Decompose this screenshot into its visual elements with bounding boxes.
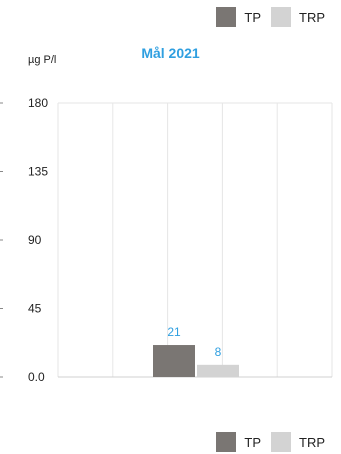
- data-label-tp: 21: [167, 325, 181, 339]
- legend-bottom-swatch-tp: [216, 432, 237, 452]
- y-tick-label: 135: [28, 165, 48, 179]
- data-label-trp: 8: [215, 345, 222, 359]
- legend-bottom-label-trp: TRP: [299, 434, 325, 450]
- y-tick-label: 45: [28, 302, 42, 316]
- y-tick-label: 90: [28, 233, 42, 247]
- bar-tp: [153, 345, 195, 377]
- legend-bottom-item-tp[interactable]: TP: [216, 432, 261, 452]
- legend-label-tp: TP: [244, 9, 261, 25]
- bar-trp: [197, 364, 239, 377]
- legend-swatch-tp: [216, 7, 237, 27]
- y-tick-label: 180: [28, 96, 48, 110]
- legend-swatch-trp: [271, 7, 291, 27]
- legend-bottom-item-trp[interactable]: TRP: [271, 432, 325, 452]
- legend-label-trp: TRP: [299, 9, 325, 25]
- y-tick-label: 0.0: [28, 370, 45, 384]
- legend-item-trp[interactable]: TRP: [271, 7, 325, 27]
- legend-item-tp[interactable]: TP: [216, 7, 261, 27]
- legend-bottom-swatch-trp: [271, 432, 291, 452]
- legend-top: TP TRP: [216, 7, 325, 27]
- y-axis-label: µg P/l: [28, 54, 57, 66]
- chart-title: Mål 2021: [141, 45, 200, 61]
- legend-bottom-label-tp: TP: [244, 434, 261, 450]
- legend-bottom: TP TRP: [216, 432, 325, 452]
